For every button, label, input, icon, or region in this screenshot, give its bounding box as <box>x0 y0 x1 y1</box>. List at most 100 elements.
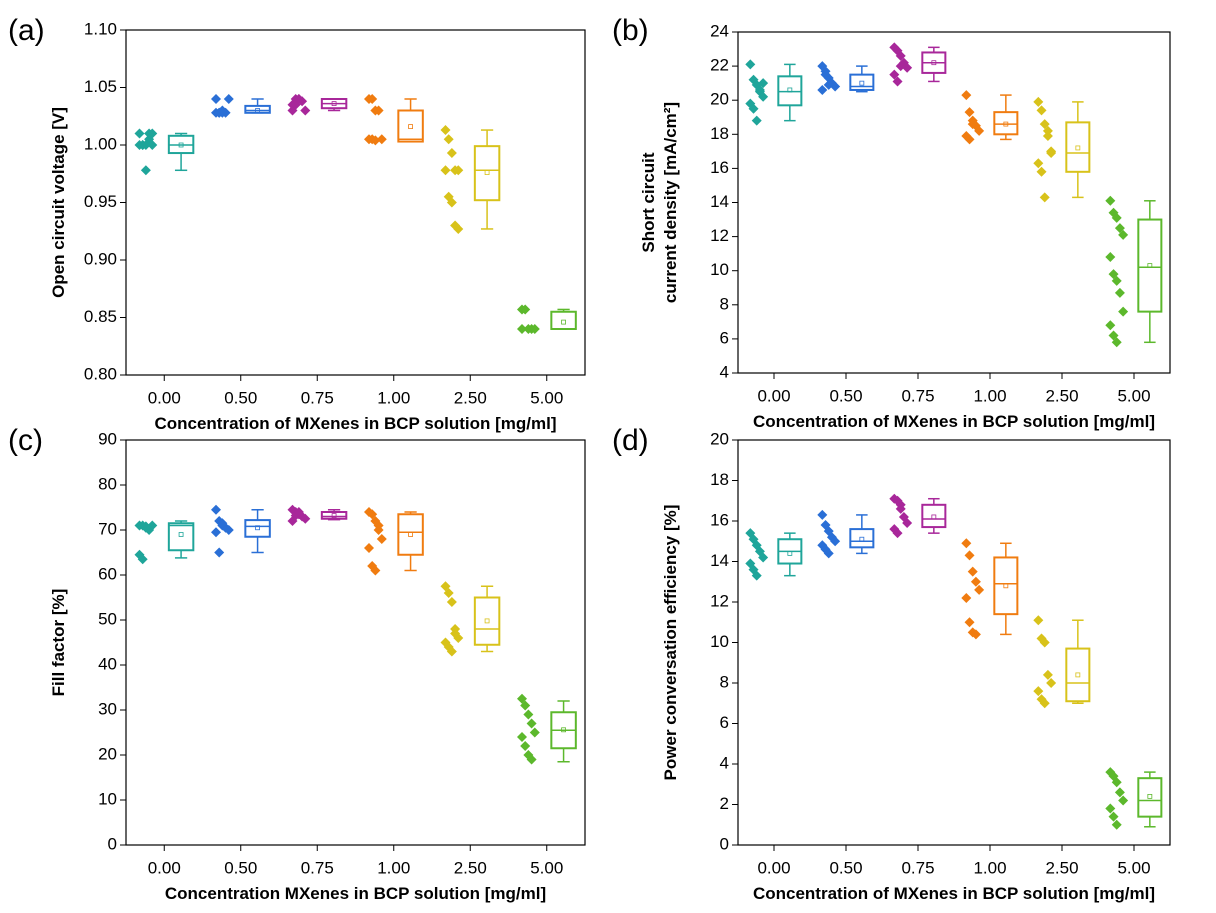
y-tick-label: 0.85 <box>84 307 117 326</box>
box <box>244 104 271 114</box>
box <box>397 513 424 556</box>
data-point <box>1105 320 1116 331</box>
x-tick-label: 0.50 <box>224 858 257 877</box>
mean <box>859 80 865 86</box>
group <box>287 94 348 116</box>
mean <box>1075 145 1081 151</box>
data-point <box>1033 615 1044 626</box>
mean <box>931 514 937 520</box>
data-point <box>223 94 234 104</box>
data-point <box>1118 306 1129 317</box>
data-point <box>1105 252 1116 263</box>
data-point <box>964 107 975 118</box>
panel-label: (a) <box>8 14 45 47</box>
mean <box>1075 672 1081 678</box>
group <box>134 128 195 176</box>
group <box>745 59 803 126</box>
data-point <box>895 61 906 72</box>
box <box>397 109 424 143</box>
x-tick-label: 2.50 <box>1045 858 1078 877</box>
y-tick-label: 8 <box>720 294 729 313</box>
x-tick-label: 2.50 <box>454 388 487 407</box>
mean <box>255 108 260 113</box>
y-tick-label: 20 <box>710 90 729 109</box>
data-point <box>751 115 762 126</box>
data-point <box>1042 125 1053 136</box>
data-point <box>1039 192 1050 203</box>
group <box>1105 195 1163 348</box>
data-point <box>440 125 451 136</box>
mean <box>931 60 937 66</box>
y-tick-label: 20 <box>98 744 117 763</box>
box <box>320 511 348 520</box>
data-point <box>520 741 531 751</box>
group <box>817 509 875 559</box>
data-point <box>210 527 221 538</box>
data-point <box>450 628 461 639</box>
x-tick-label: 0.50 <box>829 858 862 877</box>
y-tick-label: 30 <box>98 699 117 718</box>
data-point <box>751 570 762 581</box>
group <box>961 538 1019 640</box>
plot-frame <box>125 29 586 376</box>
data-point <box>370 135 381 146</box>
y-tick-label: 2 <box>720 794 729 813</box>
data-point <box>363 543 374 553</box>
data-point <box>1111 212 1122 223</box>
data-point <box>1042 669 1053 680</box>
x-tick-label: 2.50 <box>1045 386 1078 405</box>
group <box>889 493 947 539</box>
y-tick-label: 1.00 <box>84 134 117 153</box>
data-point <box>967 119 978 130</box>
x-tick-label: 0.75 <box>901 386 934 405</box>
group <box>961 90 1019 145</box>
data-point <box>446 597 457 607</box>
box <box>1065 121 1091 173</box>
y-tick-label: 70 <box>98 519 117 538</box>
x-tick-label: 0.00 <box>148 858 181 877</box>
data-point <box>758 78 769 89</box>
panel-label: (c) <box>8 424 43 457</box>
data-point <box>290 510 301 521</box>
data-point <box>892 528 903 539</box>
data-point <box>820 69 831 80</box>
group <box>516 304 577 334</box>
mean <box>859 536 865 542</box>
y-tick-label: 90 <box>98 429 117 448</box>
data-point <box>137 140 148 150</box>
data-point <box>758 91 769 102</box>
x-tick-label: 0.00 <box>757 386 790 405</box>
box <box>849 528 875 549</box>
data-point <box>367 94 378 104</box>
data-point <box>140 521 151 532</box>
data-point <box>1114 787 1125 798</box>
data-point <box>1118 229 1129 240</box>
box <box>921 503 947 529</box>
y-tick-label: 4 <box>720 753 729 772</box>
group <box>1105 767 1163 830</box>
data-point <box>1111 275 1122 286</box>
mean <box>331 101 337 106</box>
data-point <box>823 548 834 559</box>
y-axis-label: Short circuit <box>639 152 658 252</box>
box <box>1065 647 1091 703</box>
data-point <box>1046 146 1057 157</box>
data-point <box>895 499 906 510</box>
y-tick-label: 0.95 <box>84 192 117 211</box>
data-point <box>970 629 981 640</box>
x-tick-label: 5.00 <box>1117 858 1150 877</box>
data-point <box>1105 803 1116 814</box>
y-tick-label: 1.05 <box>84 77 117 96</box>
group <box>516 693 577 765</box>
data-point <box>1039 119 1050 130</box>
data-point <box>758 552 769 563</box>
box <box>1137 218 1163 313</box>
group <box>1033 615 1091 709</box>
group <box>363 507 424 576</box>
y-tick-label: 80 <box>98 474 117 493</box>
mean <box>1003 121 1009 127</box>
data-point <box>446 646 457 657</box>
data-point <box>964 134 975 145</box>
